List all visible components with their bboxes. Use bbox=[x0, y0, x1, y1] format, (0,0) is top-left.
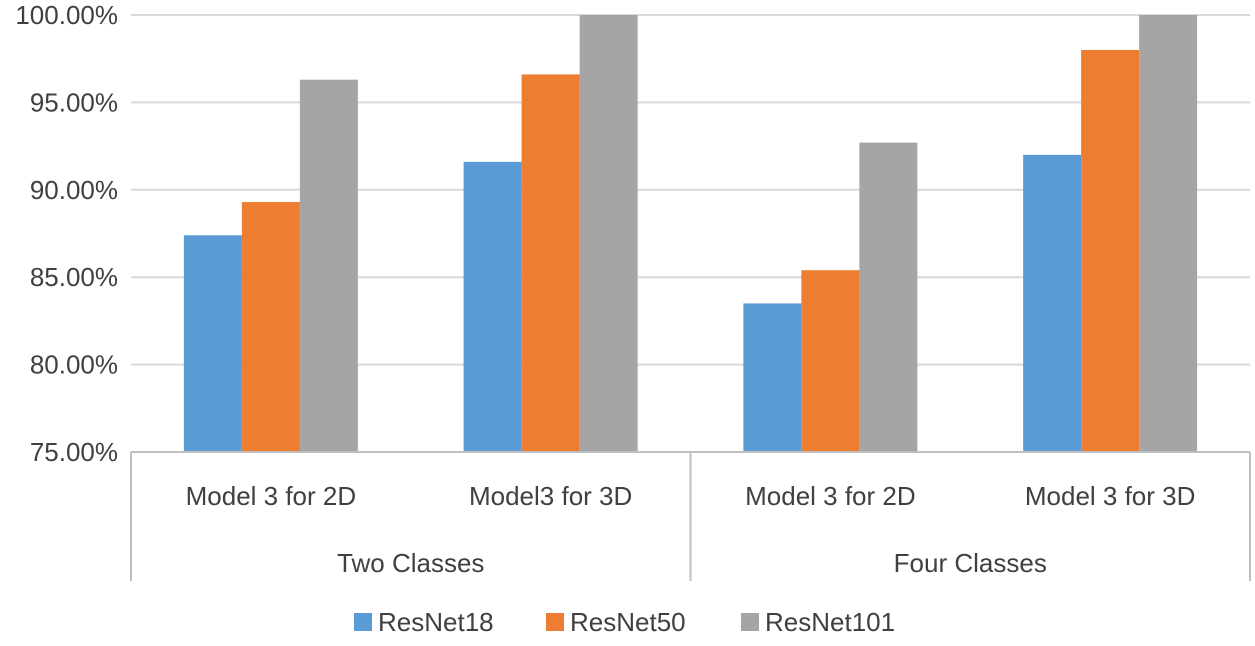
y-tick-label: 75.00% bbox=[30, 437, 118, 467]
x-category-label: Model 3 for 3D bbox=[1025, 481, 1196, 511]
y-tick-label: 80.00% bbox=[30, 350, 118, 380]
legend-swatch-resnet50 bbox=[546, 613, 564, 631]
bar-resnet50-2 bbox=[801, 270, 860, 452]
bar-resnet18-1 bbox=[463, 161, 522, 452]
bar-resnet50-1 bbox=[521, 74, 580, 452]
legend-swatch-resnet18 bbox=[354, 613, 372, 631]
y-tick-label: 100.00% bbox=[15, 0, 118, 30]
y-tick-label: 85.00% bbox=[30, 262, 118, 292]
bar-resnet50-3 bbox=[1081, 49, 1140, 453]
legend-label-resnet101: ResNet101 bbox=[765, 607, 895, 637]
bar-resnet101-3 bbox=[1139, 15, 1198, 452]
legend: ResNet18 ResNet50 ResNet101 bbox=[354, 607, 895, 637]
bar-resnet101-0 bbox=[299, 79, 358, 453]
x-category-label: Model 3 for 2D bbox=[186, 481, 357, 511]
bar-resnet50-0 bbox=[241, 202, 300, 452]
y-axis-ticks: 75.00% 80.00% 85.00% 90.00% 95.00% 100.00% bbox=[15, 0, 118, 467]
bar-resnet101-1 bbox=[579, 15, 638, 452]
bars bbox=[183, 15, 1198, 453]
bar-resnet101-2 bbox=[859, 142, 918, 452]
x-group-label: Four Classes bbox=[894, 548, 1047, 578]
y-tick-label: 90.00% bbox=[30, 175, 118, 205]
x-category-label: Model 3 for 2D bbox=[745, 481, 916, 511]
legend-label-resnet50: ResNet50 bbox=[570, 607, 686, 637]
bar-resnet18-3 bbox=[1023, 154, 1082, 452]
y-tick-label: 95.00% bbox=[30, 87, 118, 117]
x-category-label: Model3 for 3D bbox=[469, 481, 632, 511]
bar-resnet18-0 bbox=[183, 235, 242, 452]
legend-swatch-resnet101 bbox=[741, 613, 759, 631]
legend-label-resnet18: ResNet18 bbox=[378, 607, 494, 637]
x-axis: Model 3 for 2D Model3 for 3D Model 3 for 2… bbox=[130, 451, 1251, 581]
bar-resnet18-2 bbox=[743, 303, 802, 452]
x-group-label: Two Classes bbox=[337, 548, 484, 578]
